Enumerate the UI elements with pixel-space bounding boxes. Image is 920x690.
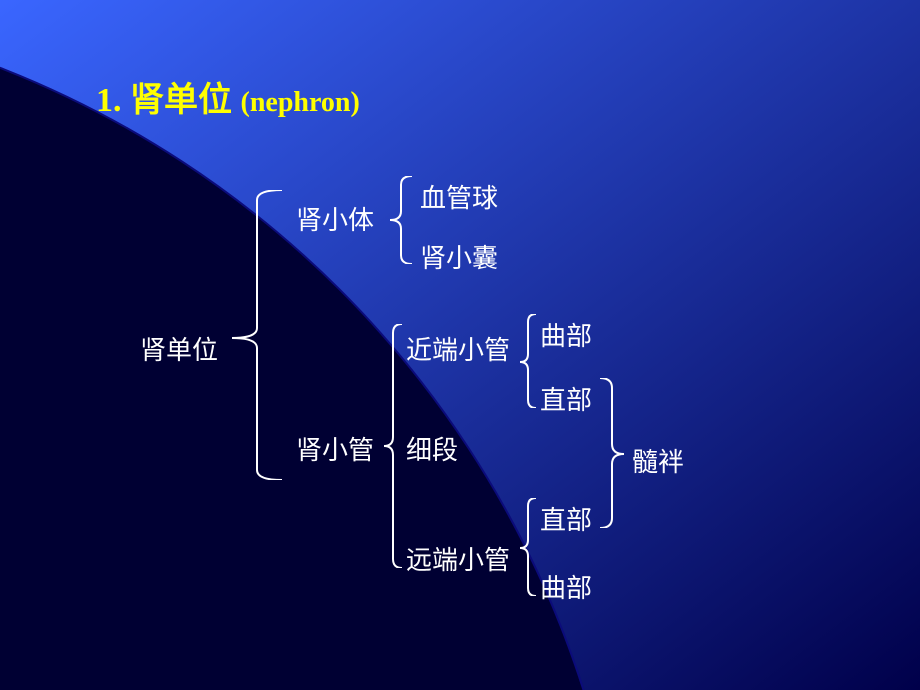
node-dist_conv: 曲部 [540,568,592,605]
node-dist_str: 直部 [540,500,592,537]
corpuscle-brace [390,176,412,264]
proximal-brace [520,314,536,408]
title-prefix: 1. [96,82,130,119]
slide-title: 1. 肾单位 (nephron) [96,72,360,121]
node-capsule: 肾小囊 [420,238,498,275]
loop-brace [600,378,624,528]
node-root: 肾单位 [140,330,218,367]
node-tubule: 肾小管 [296,430,374,467]
node-corpuscle: 肾小体 [296,200,374,237]
node-proximal: 近端小管 [406,330,510,367]
node-loop: 髓袢 [632,442,684,479]
node-prox_str: 直部 [540,380,592,417]
title-en: (nephron) [241,87,360,118]
root-brace [232,190,282,480]
distal-brace [520,498,536,596]
node-thin: 细段 [406,430,458,467]
node-prox_conv: 曲部 [540,316,592,353]
node-distal: 远端小管 [406,540,510,577]
node-glomerulus: 血管球 [420,178,498,215]
title-main: 肾单位 [130,82,232,119]
tubule-brace [384,324,402,568]
slide: 1. 肾单位 (nephron) 肾单位肾小体血管球肾小囊肾小管近端小管细段远端… [0,0,920,690]
